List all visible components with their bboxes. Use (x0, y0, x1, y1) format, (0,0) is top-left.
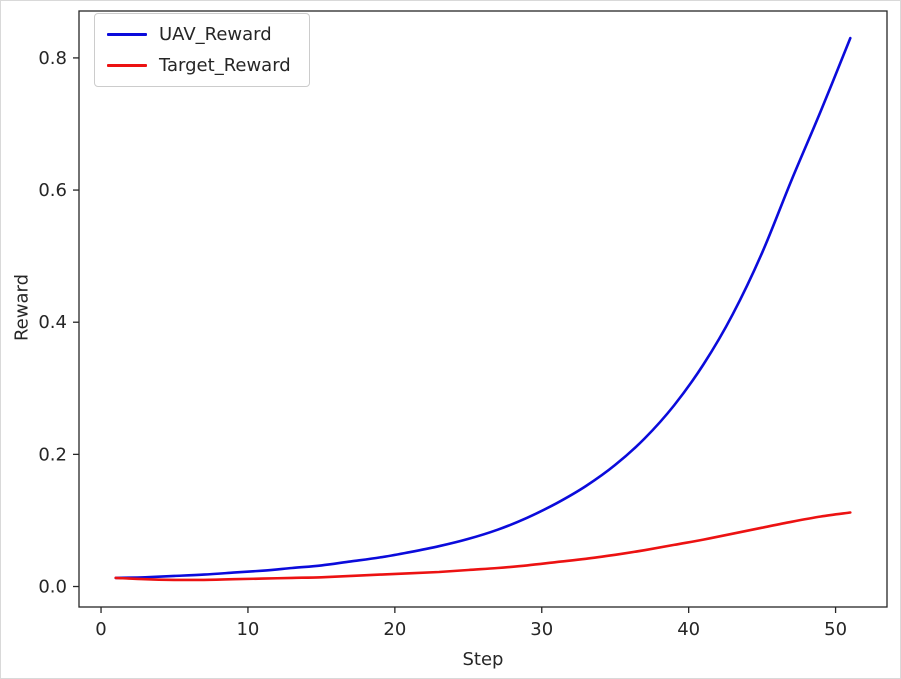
x-tick-label: 0 (95, 619, 106, 640)
x-tick-label: 40 (677, 619, 700, 640)
legend-line-swatch-target (107, 64, 147, 67)
legend-label-target: Target_Reward (159, 55, 291, 76)
legend-line-swatch-uav (107, 33, 147, 36)
y-tick-label: 0.6 (38, 180, 67, 201)
series-line-target_reward (114, 511, 852, 582)
x-axis-label: Step (462, 649, 504, 670)
x-tick-label: 50 (824, 619, 847, 640)
plot-border (78, 10, 888, 608)
x-tick-label: 10 (236, 619, 259, 640)
y-tick-label: 0.0 (38, 577, 67, 598)
legend-item-uav-reward: UAV_Reward (107, 24, 291, 45)
y-tick-label: 0.2 (38, 444, 67, 465)
series-line-uav_reward (114, 36, 852, 580)
y-tick-label: 0.8 (38, 48, 67, 69)
legend-label-uav: UAV_Reward (159, 24, 272, 45)
legend-item-target-reward: Target_Reward (107, 55, 291, 76)
legend: UAV_Reward Target_Reward (94, 13, 310, 87)
y-tick-label: 0.4 (38, 312, 67, 333)
y-axis-label: Reward (11, 273, 33, 342)
x-tick-label: 20 (383, 619, 406, 640)
x-tick-label: 30 (530, 619, 553, 640)
